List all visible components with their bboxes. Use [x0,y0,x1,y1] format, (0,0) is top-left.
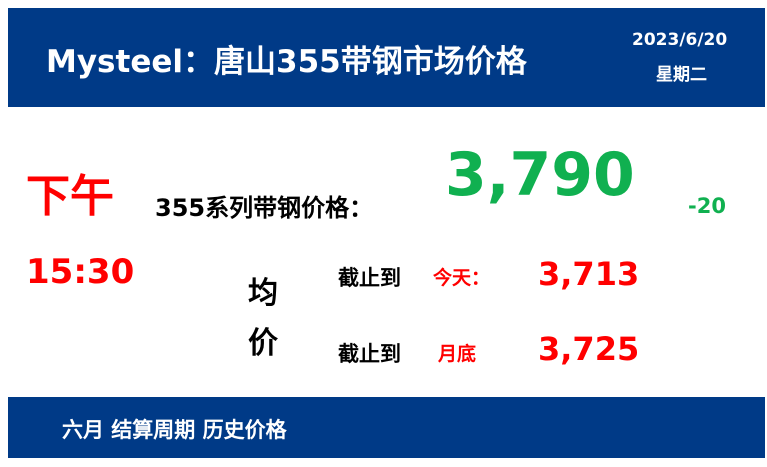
page-title: Mysteel：唐山355带钢市场价格 [46,44,527,80]
session-time: 15:30 [26,252,135,292]
session-period: 下午 [26,171,114,222]
price-change: -20 [688,194,726,218]
row-scope: 月底 [438,343,477,365]
price-value: 3,790 [445,140,635,210]
footer-title: 六月 结算周期 历史价格 [62,418,287,442]
row-value: 3,713 [538,255,640,293]
row-value: 3,725 [538,330,640,368]
row-prefix: 截止到 [338,266,401,290]
average-label-1: 均 [248,276,278,311]
header-banner: Mysteel：唐山355带钢市场价格 2023/6/20 星期二 [8,8,765,107]
price-label: 355系列带钢价格： [155,194,374,222]
weekday: 星期二 [656,65,707,85]
date: 2023/6/20 [632,30,728,50]
footer-banner: 六月 结算周期 历史价格 [8,397,765,458]
row-prefix: 截止到 [338,342,401,366]
row-scope: 今天： [433,267,491,289]
average-label-2: 价 [248,326,278,361]
